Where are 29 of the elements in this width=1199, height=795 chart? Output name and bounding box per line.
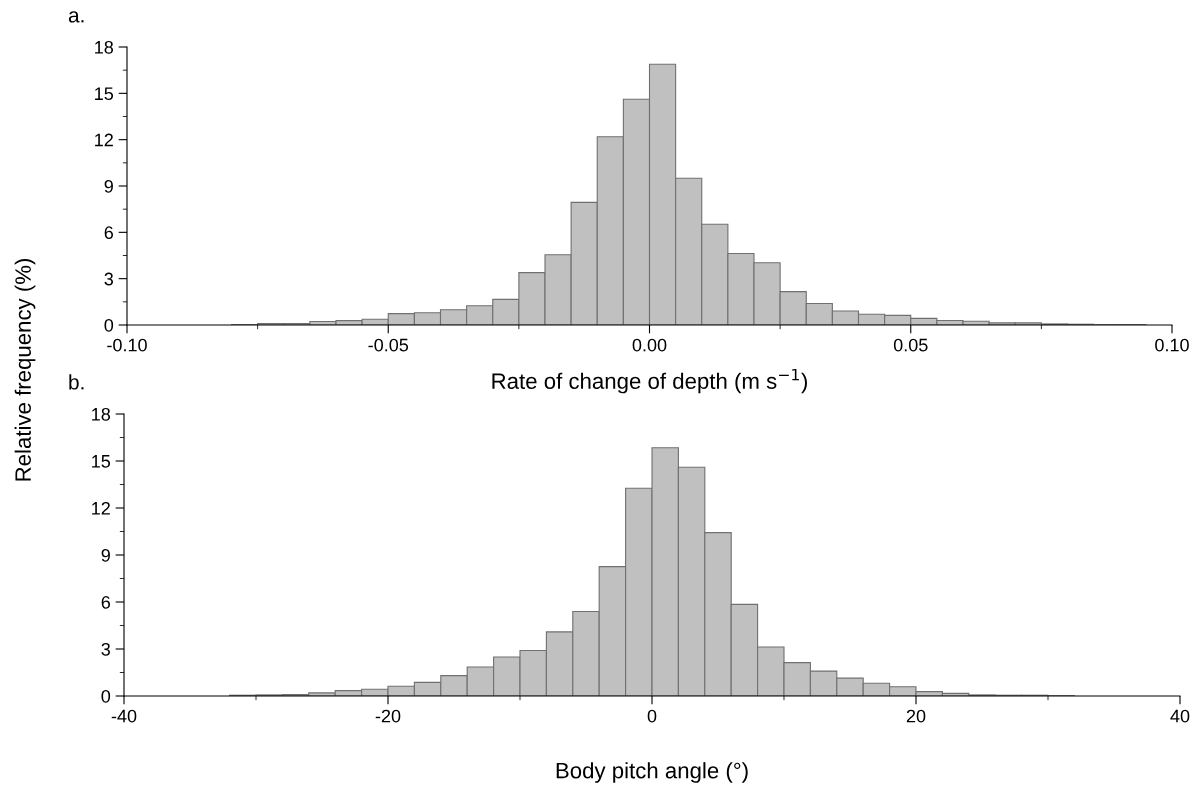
y-tick-label: 15 [95,87,114,101]
x-tick-label: -20 [375,709,401,723]
x-tick-label: 0.05 [893,338,928,352]
y-tick-label: 3 [104,272,114,286]
x-axis-title: Body pitch angle (°) [556,762,748,783]
y-tick-label: 6 [101,595,111,609]
x-tick-label: 20 [906,709,926,723]
chart-title: a. [68,11,84,23]
y-tick-label: 18 [92,407,111,421]
y-tick-label: 18 [95,40,114,54]
y-tick-label: 9 [101,548,110,562]
y-tick-label: 12 [92,501,110,515]
x-axis-title: Rate of change of depth (m s$^{−1}$) [492,368,807,394]
chart-title: b. [69,374,84,390]
y-tick-label: 0 [104,318,114,332]
y-tick-label: 15 [92,455,111,468]
y-tick-label: 6 [104,226,114,240]
x-tick-label: 0.00 [632,338,667,352]
x-tick-label: 0 [647,709,657,723]
x-tick-label: 40 [1170,709,1190,723]
x-tick-label: -40 [111,709,137,723]
y-tick-label: 9 [104,179,113,193]
y-tick-label: 12 [95,133,113,147]
x-tick-label: -0.10 [107,338,147,352]
x-tick-label: 0.10 [1155,338,1189,352]
y-axis-title: Relative frequency (%) [14,258,36,481]
y-tick-label: 0 [101,689,111,703]
x-tick-label: -0.05 [368,338,409,352]
y-tick-label: 3 [101,642,111,656]
